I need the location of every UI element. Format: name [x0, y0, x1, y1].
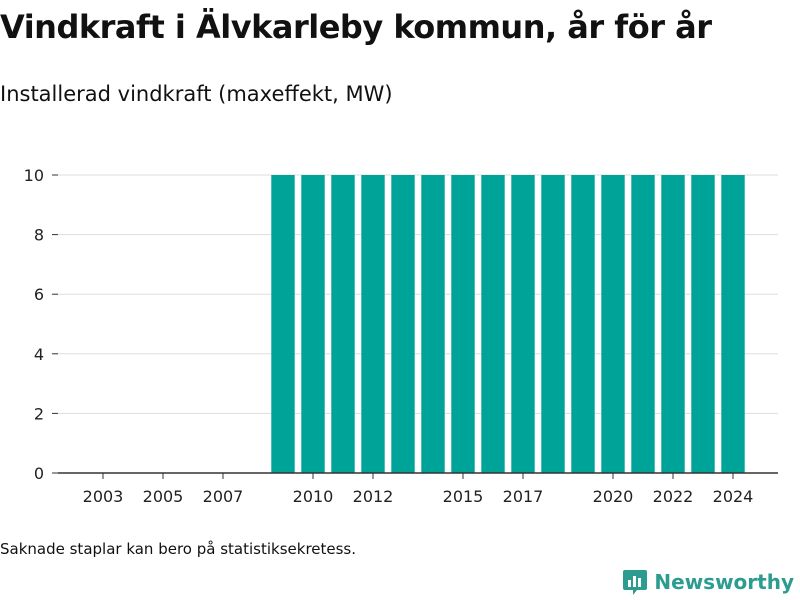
x-tick-label: 2022: [653, 487, 694, 506]
footnote: Saknade staplar kan bero på statistiksek…: [0, 540, 357, 558]
x-tick-label: 2020: [593, 487, 634, 506]
bar-2013: [391, 175, 415, 473]
y-tick-label: 8: [34, 226, 44, 245]
bar-2018: [541, 175, 565, 473]
bar-2014: [421, 175, 445, 473]
y-tick-label: 6: [34, 285, 44, 304]
gridlines: [58, 174, 778, 414]
bar-chart: 0 2 4 6 8 10 2003 2005 2007 2010 2012 2015 2017 2020 2…: [24, 166, 778, 506]
y-tick-label: 10: [24, 166, 44, 185]
newsworthy-logo-icon: [623, 570, 648, 595]
bar-2016: [481, 175, 505, 473]
bar-2009: [271, 175, 295, 473]
bar-2017: [511, 175, 535, 473]
chart-title: Vindkraft i Älvkarleby kommun, år för år: [0, 8, 712, 46]
x-tick-label: 2024: [713, 487, 754, 506]
bar-2012: [361, 175, 385, 473]
y-tick-label: 0: [34, 464, 44, 483]
bar-2020: [601, 175, 625, 473]
x-tick-label: 2015: [443, 487, 484, 506]
x-tick-label: 2007: [203, 487, 244, 506]
bar-2024: [721, 175, 745, 473]
x-tick-label: 2010: [293, 487, 334, 506]
bar-2015: [451, 175, 475, 473]
brand-name: Newsworthy: [654, 570, 794, 594]
x-tick-label: 2003: [83, 487, 124, 506]
x-tick-label: 2005: [143, 487, 184, 506]
bar-2021: [631, 175, 655, 473]
y-tick-label: 4: [34, 345, 44, 364]
bars: [271, 175, 745, 473]
x-tick-label: 2012: [353, 487, 394, 506]
y-tick-label: 2: [34, 404, 44, 423]
x-tick-label: 2017: [503, 487, 544, 506]
bar-2019: [571, 175, 595, 473]
brand-logo: Newsworthy: [622, 568, 794, 596]
bar-2011: [331, 175, 355, 473]
bar-2023: [691, 175, 715, 473]
chart-subtitle: Installerad vindkraft (maxeffekt, MW): [0, 82, 393, 106]
bar-2022: [661, 175, 685, 473]
axes: 0 2 4 6 8 10 2003 2005 2007 2010 2012 2015 2017 2020 2…: [24, 166, 778, 506]
bar-2010: [301, 175, 325, 473]
